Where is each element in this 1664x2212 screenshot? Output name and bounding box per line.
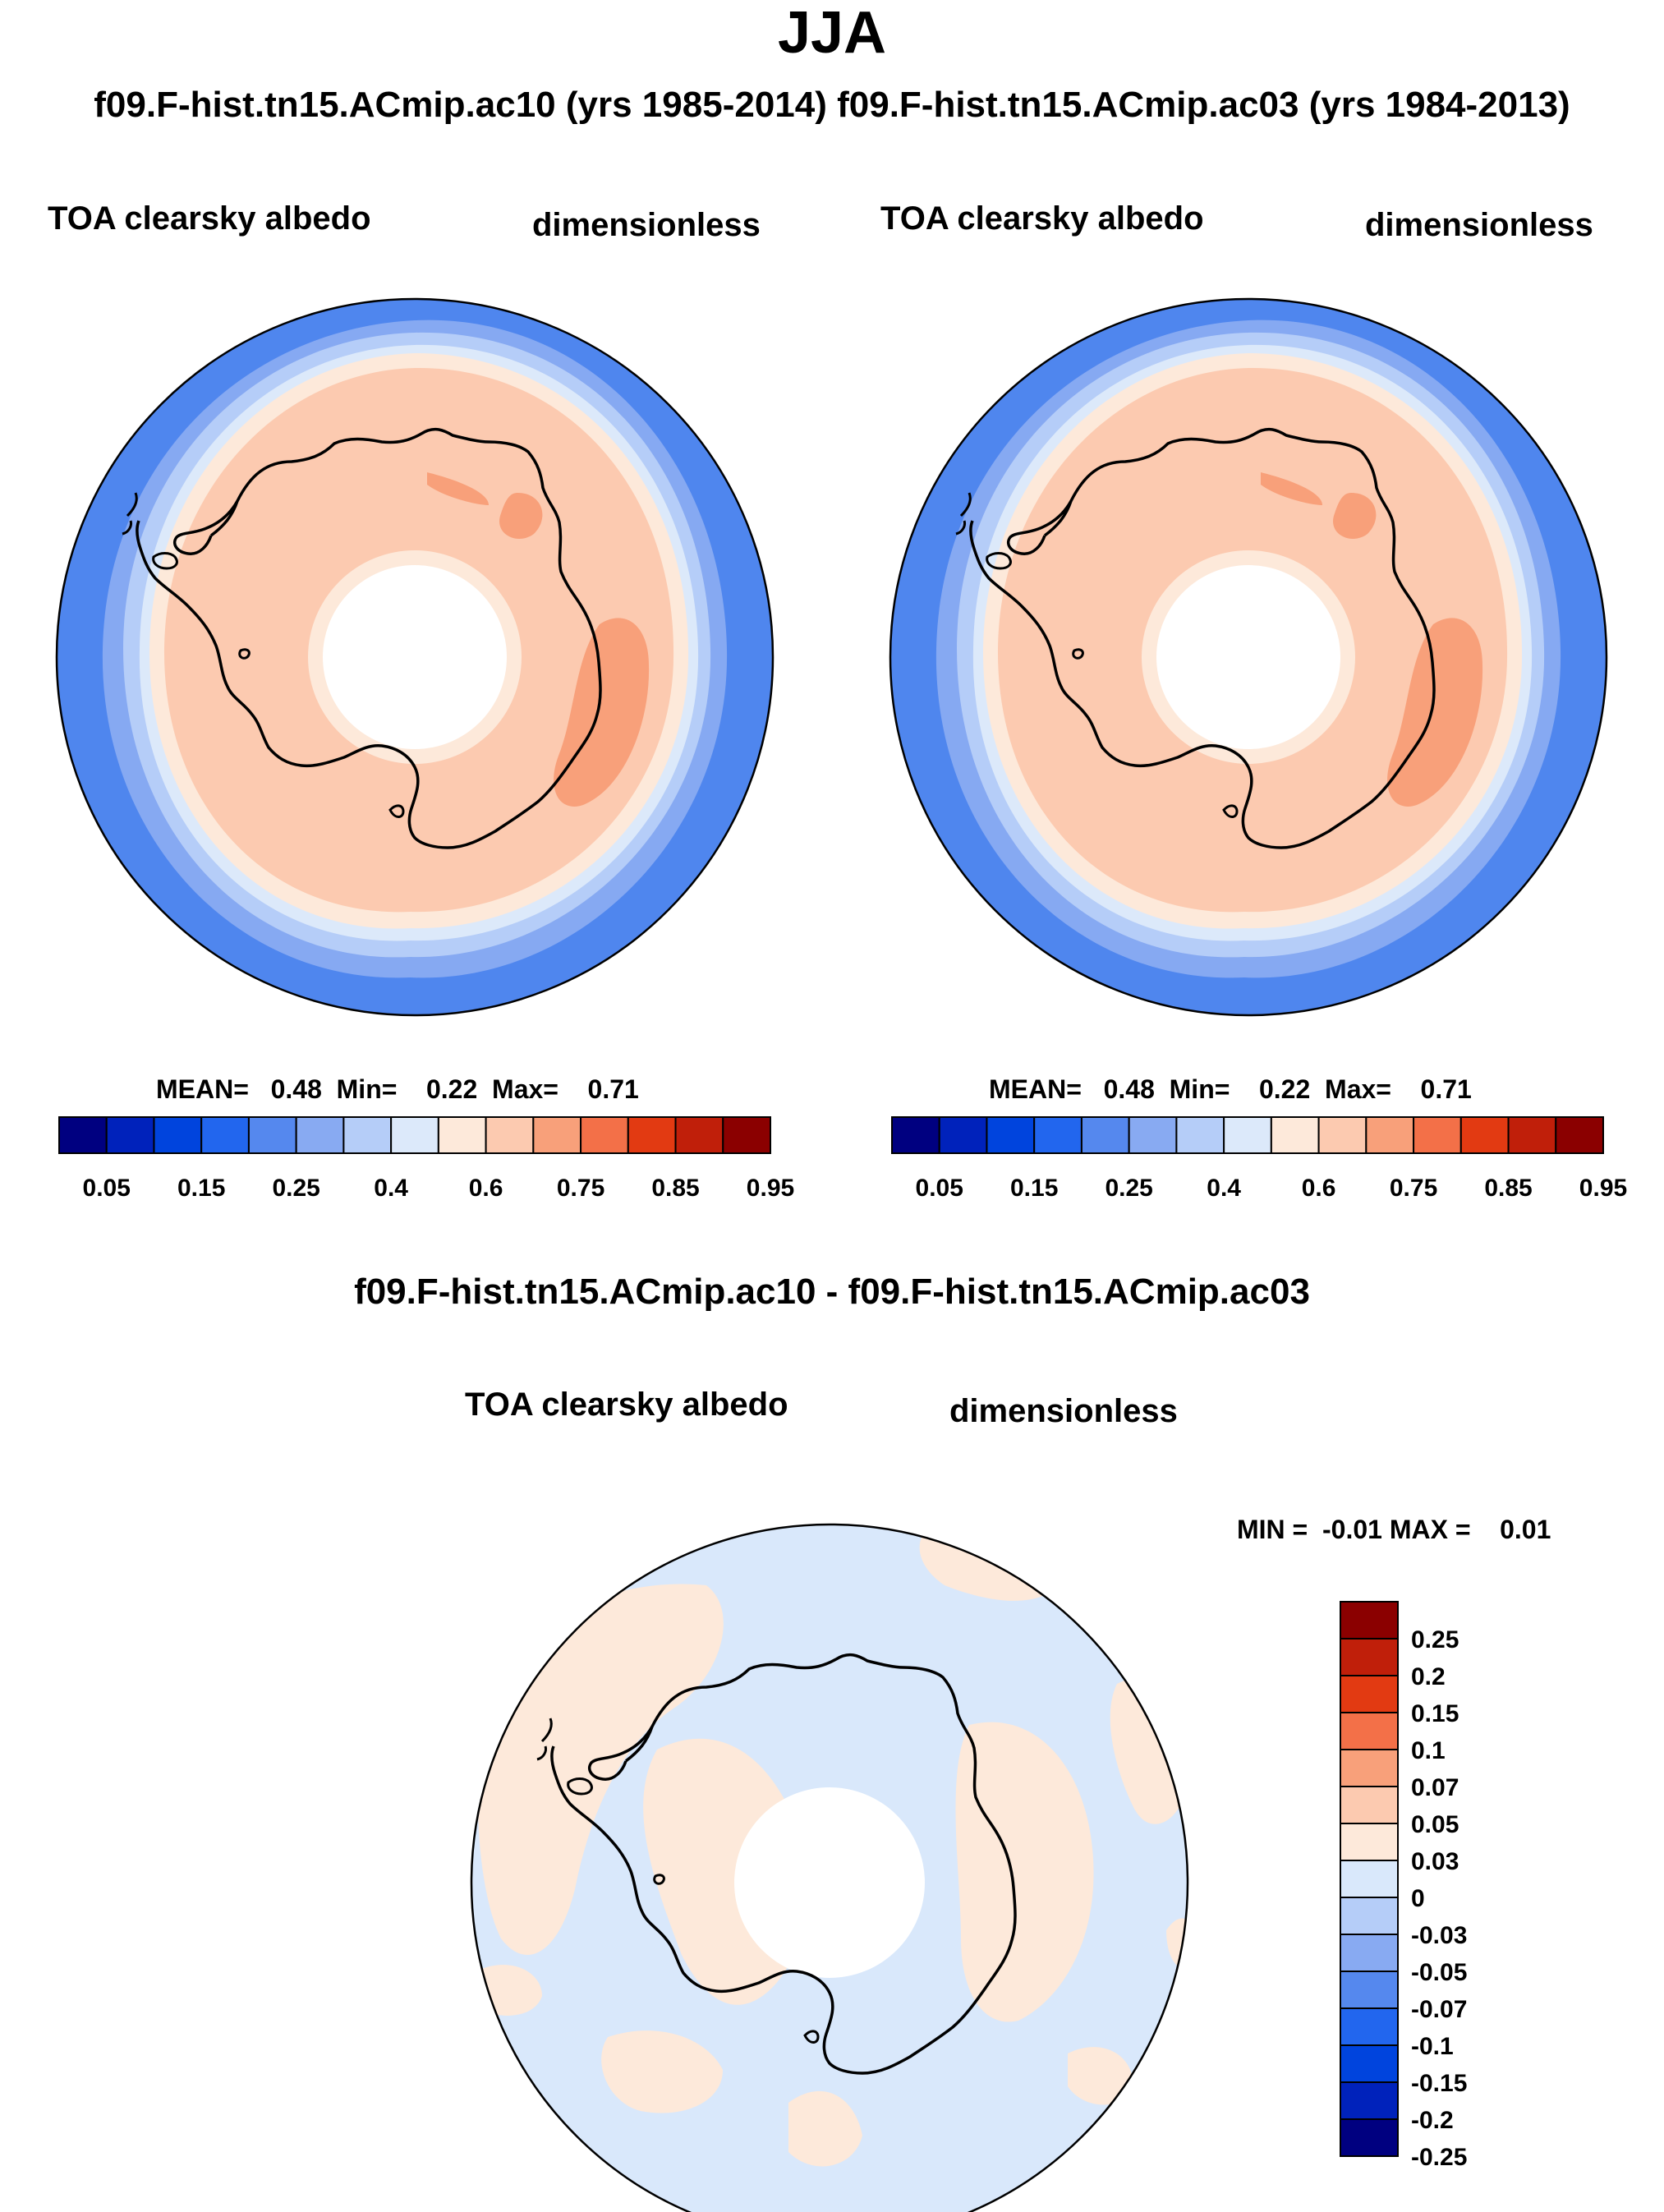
panel2-colorbar-box-2	[986, 1116, 1036, 1154]
panel1-colorbar-box-0	[58, 1116, 108, 1154]
diff-colorbar-box-8	[1340, 1897, 1399, 1935]
diff-colorbar-tick-label: -0.2	[1411, 2107, 1454, 2134]
panel2-colorbar-box-4	[1080, 1116, 1130, 1154]
panel2-colorbar-tick-label: 0.25	[1105, 1175, 1152, 1202]
panel1-map	[57, 299, 773, 1015]
panel2-colorbar-box-10	[1365, 1116, 1415, 1154]
panel1-colorbar-box-11	[580, 1116, 629, 1154]
diff-colorbar-box-6	[1340, 1823, 1399, 1861]
diff-colorbar-tick-label: -0.07	[1411, 1996, 1467, 2023]
panel2-colorbar-box-14	[1555, 1116, 1605, 1154]
panel2-stats: MEAN= 0.48 Min= 0.22 Max= 0.71	[989, 1074, 1472, 1104]
panel1-colorbar-tick-label: 0.25	[272, 1175, 319, 1202]
diff-colorbar-tick-label: -0.05	[1411, 1959, 1467, 1986]
panel1-colorbar-tick-label: 0.05	[83, 1175, 131, 1202]
diff-colorbar-box-0	[1340, 1601, 1399, 1639]
panel2-variable-label: TOA clearsky albedo	[880, 200, 1204, 237]
panel2-colorbar-box-6	[1175, 1116, 1225, 1154]
panel2-colorbar-tick-label: 0.15	[1010, 1175, 1058, 1202]
panel2-colorbar-tick-label: 0.05	[916, 1175, 963, 1202]
diff-colorbar-tick-label: 0.25	[1411, 1626, 1459, 1653]
diff-colorbar-tick-label: -0.25	[1411, 2144, 1467, 2171]
panel2-colorbar-tick-label: 0.85	[1484, 1175, 1532, 1202]
panel1-colorbar-box-12	[627, 1116, 677, 1154]
panel1-colorbar-box-1	[105, 1116, 155, 1154]
figure-subtitle: f09.F-hist.tn15.ACmip.ac10 (yrs 1985-201…	[94, 85, 1570, 125]
diff-colorbar-tick-label: -0.03	[1411, 1922, 1467, 1949]
panel1-colorbar: 0.05 0.15 0.25 0.4 0.6 0.75 0.85 0.95	[58, 1116, 794, 1202]
panel2-colorbar-tick-label: 0.4	[1207, 1175, 1241, 1202]
panel1-variable-label: TOA clearsky albedo	[48, 200, 371, 237]
diff-stats: MIN = -0.01 MAX = 0.01	[1237, 1515, 1551, 1544]
panel2-colorbar-tick-label: 0.95	[1579, 1175, 1627, 1202]
diff-colorbar-tick-label: 0.05	[1411, 1811, 1459, 1838]
panel1-colorbar-tick-label: 0.95	[747, 1175, 794, 1202]
figure-title: JJA	[777, 0, 887, 66]
panel2-colorbar-box-9	[1317, 1116, 1368, 1154]
panel2-colorbar: 0.05 0.15 0.25 0.4 0.6 0.75 0.85 0.95	[891, 1116, 1627, 1202]
panel2-colorbar-box-0	[891, 1116, 940, 1154]
panel2-map	[890, 299, 1607, 1015]
panel1-units-label: dimensionless	[532, 207, 761, 243]
diff-colorbar-tick-label: 0	[1411, 1885, 1425, 1912]
panel1-colorbar-tick-label: 0.85	[651, 1175, 699, 1202]
panel2-colorbar-box-3	[1033, 1116, 1083, 1154]
diff-colorbar-box-14	[1340, 2118, 1399, 2157]
panel1-colorbar-box-14	[722, 1116, 771, 1154]
diff-colorbar-tick-label: 0.15	[1411, 1700, 1459, 1727]
panel1-map-border	[55, 297, 775, 1017]
panel2-map-border	[889, 297, 1608, 1017]
panel1-colorbar-box-3	[200, 1116, 250, 1154]
diff-colorbar-tick-label: -0.15	[1411, 2070, 1467, 2097]
panel1-colorbar-tick-label: 0.75	[557, 1175, 604, 1202]
panel1-stats: MEAN= 0.48 Min= 0.22 Max= 0.71	[156, 1074, 639, 1104]
panel1-colorbar-tick-label: 0.15	[177, 1175, 225, 1202]
panel2-colorbar-box-7	[1223, 1116, 1272, 1154]
diff-colorbar-box-3	[1340, 1712, 1399, 1750]
diff-colorbar-tick-label: 0.1	[1411, 1737, 1446, 1764]
panel1-colorbar-tick-label: 0.6	[469, 1175, 503, 1202]
panel2-colorbar-box-1	[938, 1116, 988, 1154]
panel1-colorbar-box-5	[295, 1116, 345, 1154]
panel1-colorbar-box-2	[153, 1116, 203, 1154]
diff-colorbar-tick-label: 0.2	[1411, 1663, 1446, 1690]
diff-colorbar-box-4	[1340, 1749, 1399, 1787]
panel1-colorbar-box-9	[485, 1116, 535, 1154]
panel1-colorbar-box-13	[674, 1116, 724, 1154]
diff-colorbar-tick-label: -0.1	[1411, 2033, 1454, 2060]
panel2-colorbar-box-5	[1128, 1116, 1178, 1154]
panel2-colorbar-tick-label: 0.6	[1302, 1175, 1336, 1202]
diff-colorbar-box-2	[1340, 1675, 1399, 1713]
diff-colorbar-box-13	[1340, 2081, 1399, 2120]
diff-colorbar-tick-label: 0.07	[1411, 1774, 1459, 1801]
diff-colorbar-box-7	[1340, 1860, 1399, 1898]
diff-colorbar-box-9	[1340, 1934, 1399, 1972]
diff-colorbar-box-12	[1340, 2044, 1399, 2083]
diff-colorbar-box-11	[1340, 2007, 1399, 2046]
panel2-colorbar-box-8	[1270, 1116, 1320, 1154]
diff-units-label: dimensionless	[949, 1393, 1178, 1429]
panel1-colorbar-box-10	[532, 1116, 582, 1154]
diff-colorbar-box-1	[1340, 1638, 1399, 1676]
panel2-colorbar-box-12	[1459, 1116, 1510, 1154]
panel2-units-label: dimensionless	[1365, 207, 1593, 243]
diff-map-border	[470, 1523, 1189, 2212]
panel1-colorbar-box-4	[247, 1116, 297, 1154]
diff-colorbar-tick-label: 0.03	[1411, 1848, 1459, 1875]
panel2-colorbar-box-11	[1413, 1116, 1462, 1154]
panel2-colorbar-tick-label: 0.75	[1390, 1175, 1437, 1202]
diff-colorbar-box-5	[1340, 1786, 1399, 1824]
panel1-colorbar-box-6	[342, 1116, 393, 1154]
diff-colorbar-box-10	[1340, 1971, 1399, 2009]
diff-variable-label: TOA clearsky albedo	[465, 1387, 788, 1423]
panel1-colorbar-tick-label: 0.4	[374, 1175, 408, 1202]
panel1-colorbar-box-7	[390, 1116, 439, 1154]
panel2-colorbar-box-13	[1507, 1116, 1557, 1154]
diff-colorbar: 0.25 0.2 0.15 0.1 0.07 0.05 0.03 0 -0.03 -0.05 -0.…	[1340, 1601, 1467, 2171]
panel1-colorbar-box-8	[437, 1116, 487, 1154]
diff-map	[471, 1524, 1188, 2212]
difference-title: f09.F-hist.tn15.ACmip.ac10 - f09.F-hist.…	[354, 1272, 1310, 1312]
